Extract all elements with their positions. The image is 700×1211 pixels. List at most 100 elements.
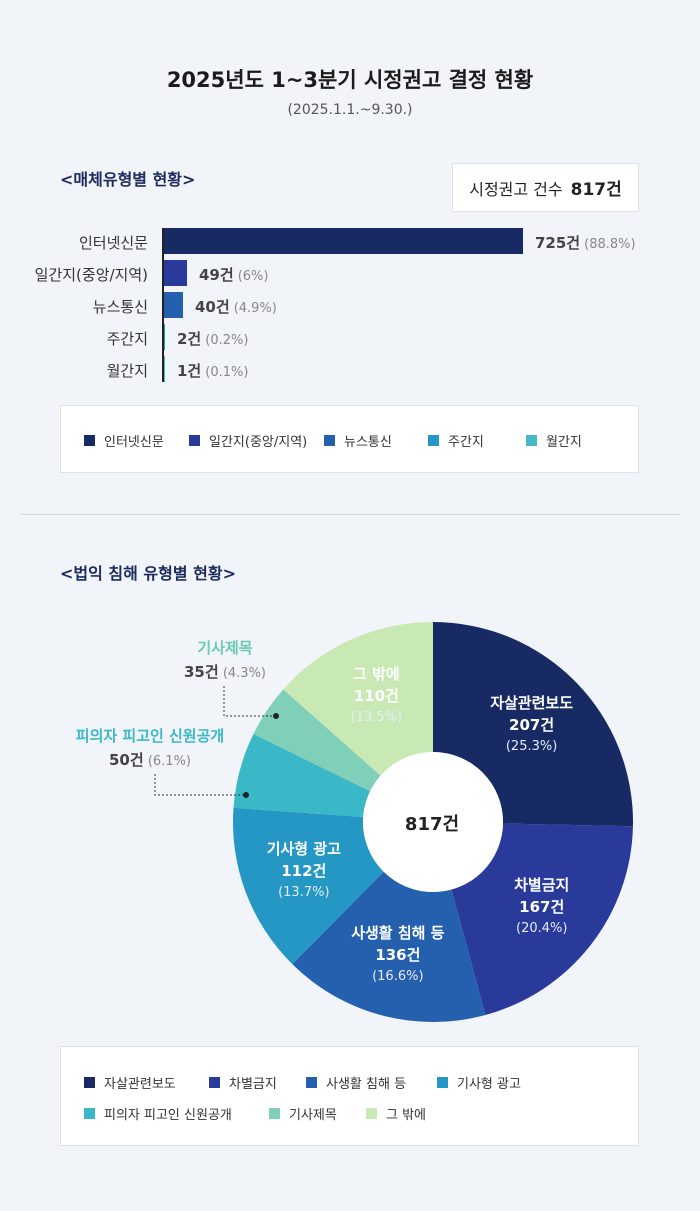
legend-item: 기사제목 <box>269 1104 337 1123</box>
slice-name: 차별금지 <box>514 875 570 894</box>
donut-slice <box>433 622 633 827</box>
bar-value-label: 49건 (6%) <box>199 264 268 285</box>
bar-row: 월간지 1건 (0.1%) <box>0 356 700 382</box>
donut-slice <box>253 689 381 792</box>
page-subtitle: (2025.1.1.~9.30.) <box>287 102 413 118</box>
bar-category-label: 일간지(중앙/지역) <box>34 266 148 284</box>
slice-value: 50건 (6.1%) <box>60 748 240 774</box>
bar <box>163 356 165 382</box>
legend-swatch <box>306 1077 317 1088</box>
bar-count: 1건 <box>177 362 202 380</box>
legend-item: 일간지(중앙/지역) <box>189 431 307 450</box>
slice-percent: (25.3%) <box>505 739 558 755</box>
legend-item: 주간지 <box>428 431 484 450</box>
bar <box>163 260 187 286</box>
bar-value-label: 2건 (0.2%) <box>177 328 248 349</box>
legend-item: 피의자 피고인 신원공개 <box>84 1104 232 1123</box>
bar-percent: (0.2%) <box>205 333 249 348</box>
legend-item: 인터넷신문 <box>84 431 164 450</box>
bar-count: 725건 <box>535 234 581 252</box>
slice-name: 자살관련보도 <box>490 694 573 713</box>
legend-label: 피의자 피고인 신원공개 <box>104 1108 232 1123</box>
legend-label: 자살관련보도 <box>104 1077 176 1092</box>
bar-percent: (6%) <box>237 269 269 284</box>
donut-center-total: 817건 <box>404 814 460 835</box>
slice-count: 112건 <box>281 861 327 880</box>
legend-swatch <box>84 1077 95 1088</box>
legend-swatch <box>209 1077 220 1088</box>
bar-row: 인터넷신문 725건 (88.8%) <box>0 228 700 254</box>
bar-row: 주간지 2건 (0.2%) <box>0 324 700 350</box>
bar-category-label: 뉴스통신 <box>92 298 148 316</box>
donut-slice <box>292 871 486 1022</box>
legend-item: 사생활 침해 등 <box>306 1073 406 1092</box>
bar-percent: (0.1%) <box>205 365 249 380</box>
slice-count: 110건 <box>353 687 399 706</box>
donut-slice <box>451 823 633 1016</box>
legend-label: 일간지(중앙/지역) <box>209 435 308 450</box>
slice-percent: (4.3%) <box>218 666 266 681</box>
legend-item: 월간지 <box>526 431 582 450</box>
legend-label: 뉴스통신 <box>344 435 392 450</box>
section-divider <box>20 514 680 515</box>
leader-dot <box>273 713 279 719</box>
legend-item: 그 밖에 <box>366 1104 426 1123</box>
legend-label: 차별금지 <box>229 1077 277 1092</box>
donut-hole <box>363 752 503 892</box>
bar-count: 40건 <box>195 298 230 316</box>
legend-swatch <box>526 435 537 446</box>
total-count-value: 817건 <box>570 180 622 200</box>
bar <box>163 324 165 350</box>
slice-count: 136건 <box>375 946 421 965</box>
legend-swatch <box>324 435 335 446</box>
leader-line <box>154 774 246 796</box>
legend-item: 차별금지 <box>209 1073 277 1092</box>
legend-swatch <box>84 435 95 446</box>
bar-value-label: 725건 (88.8%) <box>535 232 636 253</box>
slice-count: 167건 <box>519 897 565 916</box>
donut-slice-label: 그 밖에 110건 (13.5%) <box>306 663 446 729</box>
bar-value-label: 1건 (0.1%) <box>177 360 248 381</box>
bar <box>163 228 523 254</box>
leader-dot <box>243 792 249 798</box>
slice-name: 그 밖에 <box>353 665 400 684</box>
bar-value-label: 40건 (4.9%) <box>195 296 277 317</box>
legend-label: 인터넷신문 <box>104 435 164 450</box>
legend-item: 자살관련보도 <box>84 1073 176 1092</box>
legend-label: 기사제목 <box>289 1108 337 1123</box>
total-count-label: 시정권고 건수 <box>469 179 563 199</box>
slice-count: 50건 <box>109 751 144 769</box>
bar-percent: (4.9%) <box>233 301 277 316</box>
slice-name: 기사형 광고 <box>266 839 341 858</box>
legend-swatch <box>366 1108 377 1119</box>
legend-label: 그 밖에 <box>386 1108 427 1123</box>
bar-chart-axis <box>162 228 164 382</box>
bar-category-label: 월간지 <box>106 362 148 380</box>
slice-count: 35건 <box>184 663 219 681</box>
legend-swatch <box>437 1077 448 1088</box>
slice-name: 피의자 피고인 신원공개 <box>75 727 225 745</box>
bar-count: 2건 <box>177 330 202 348</box>
legend-label: 기사형 광고 <box>457 1077 521 1092</box>
donut-slice <box>283 622 433 776</box>
bar-category-label: 주간지 <box>106 330 148 348</box>
legend-label: 월간지 <box>546 435 582 450</box>
legend-swatch <box>269 1108 280 1119</box>
legend-swatch <box>428 435 439 446</box>
page-title: 2025년도 1~3분기 시정권고 결정 현황 <box>166 68 534 92</box>
legend-swatch <box>84 1108 95 1119</box>
media-type-heading: <매체유형별 현황> <box>60 170 196 189</box>
bar-percent: (88.8%) <box>584 237 636 252</box>
leader-line <box>223 686 276 717</box>
legend-swatch <box>189 435 200 446</box>
bar <box>163 292 183 318</box>
slice-percent: (6.1%) <box>143 754 191 769</box>
donut-slice-label: 사생활 침해 등 136건 (16.6%) <box>328 922 468 988</box>
slice-percent: (20.4%) <box>516 920 568 936</box>
legend-item: 뉴스통신 <box>324 431 392 450</box>
donut-slice-label: 차별금지 167건 (20.4%) <box>472 874 612 940</box>
slice-count: 207건 <box>509 716 555 735</box>
slice-name: 기사제목 <box>197 639 253 657</box>
